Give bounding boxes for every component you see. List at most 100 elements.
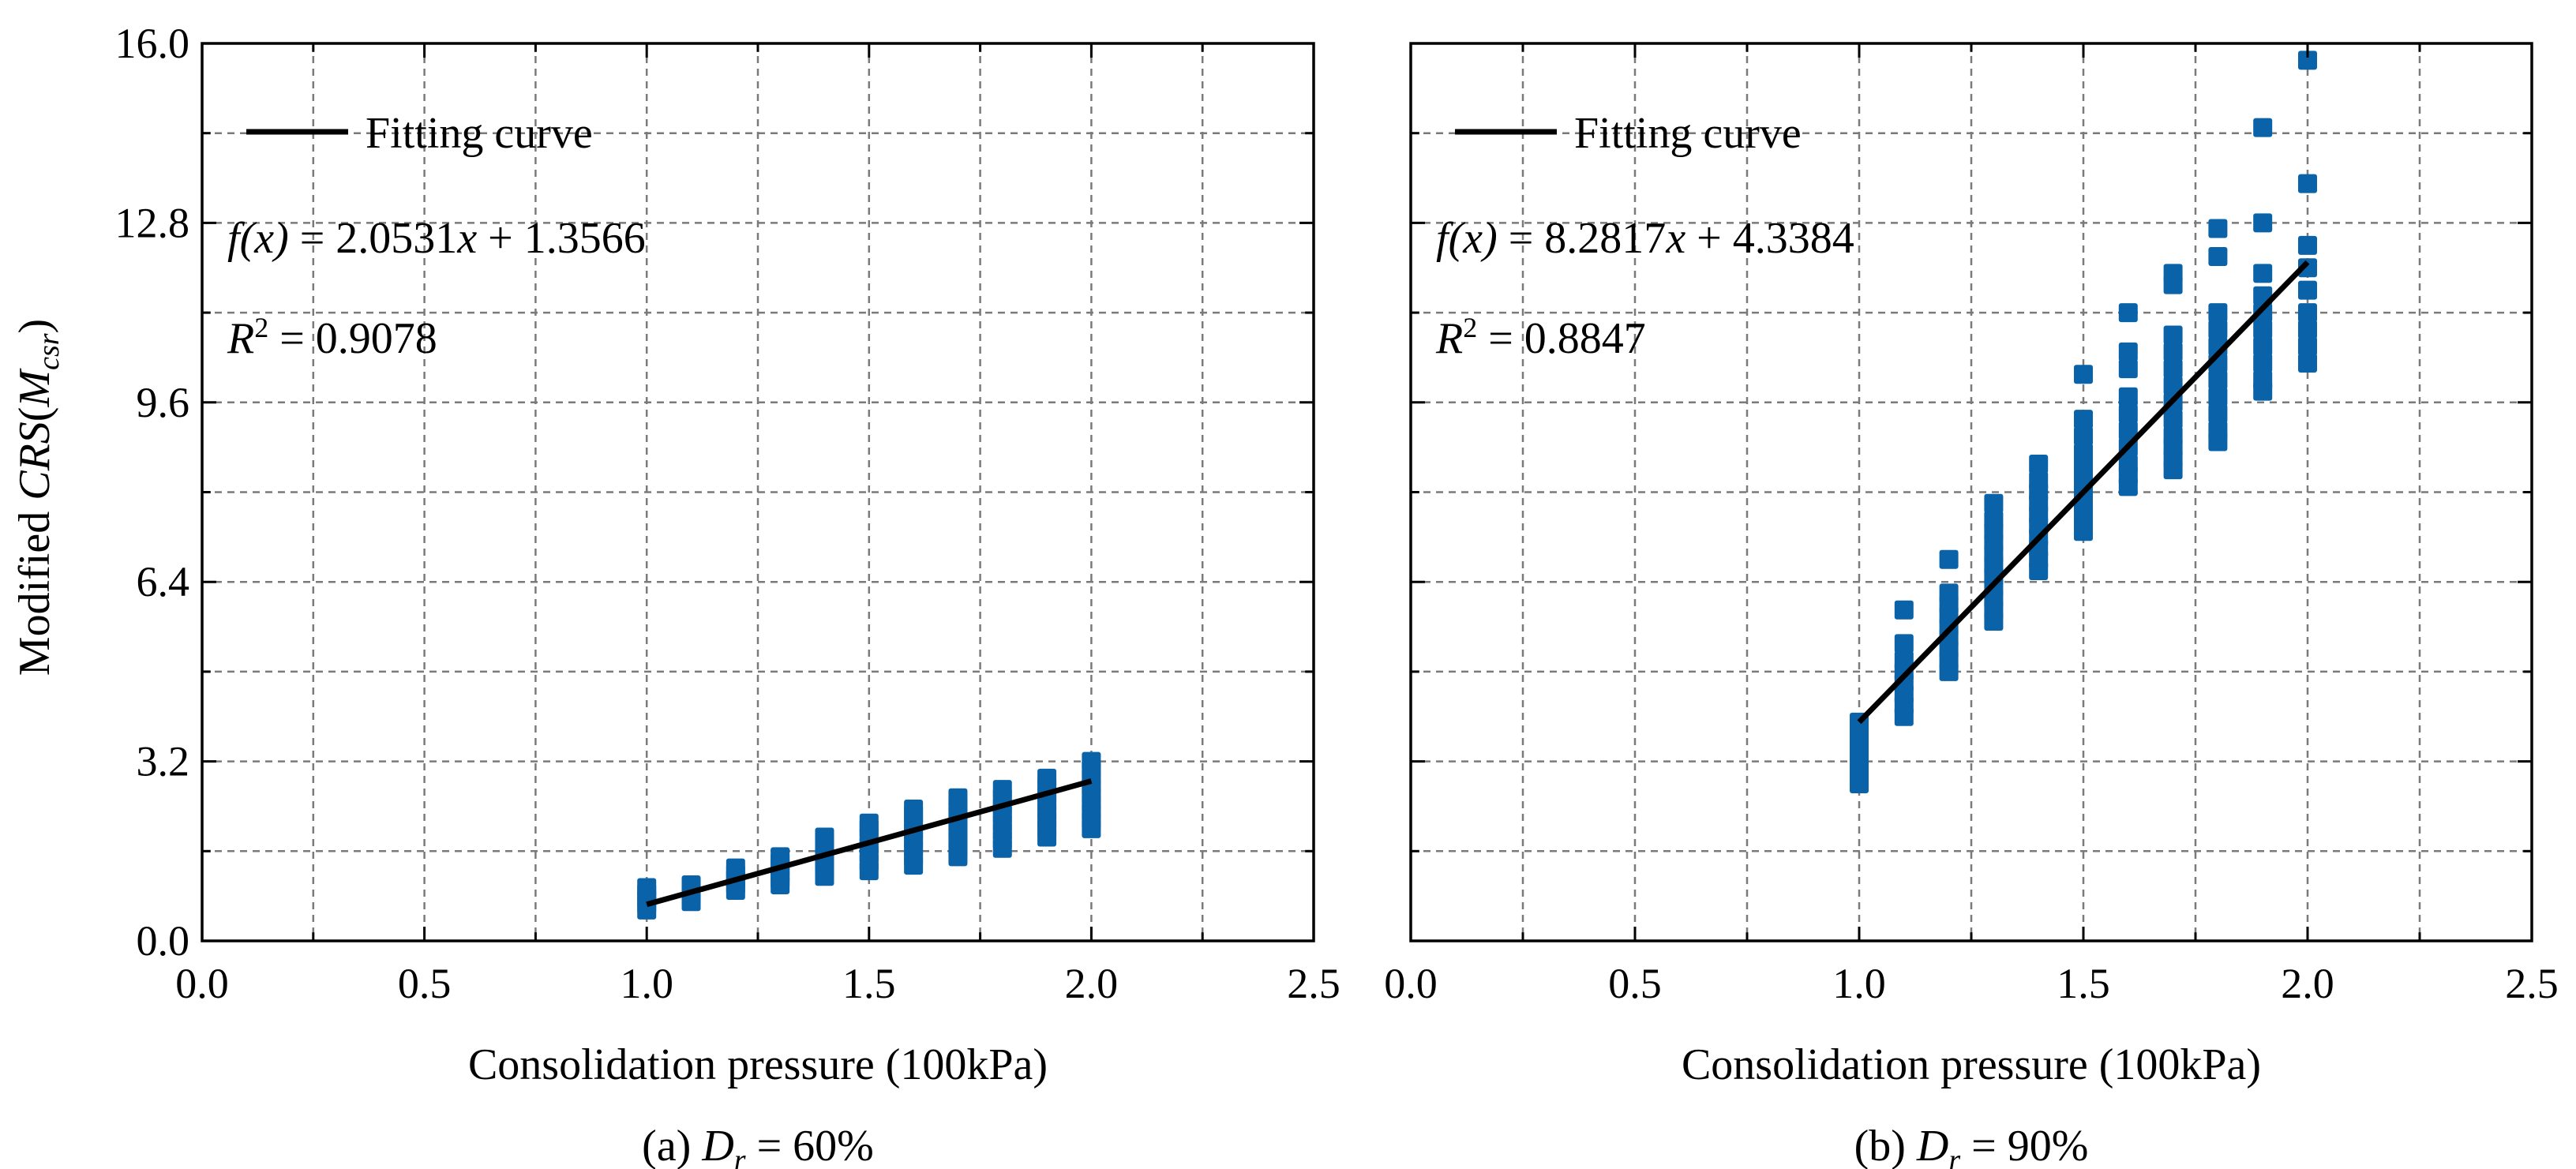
panel-a-fit: [646, 778, 1093, 908]
y-axis-title: Modified CRS(Mcsr): [10, 319, 66, 676]
panel-b-ticks: [1409, 42, 2533, 942]
panel-a-caption-var: D: [701, 1122, 733, 1169]
panel-b-data-point: [2298, 336, 2317, 356]
panel-b-grid: [1411, 43, 2532, 941]
panel-b-data-point: [2253, 213, 2273, 233]
panel-a-x-axis-title: Consolidation pressure (100kPa): [468, 1040, 1048, 1089]
panel-b-data-point: [2118, 359, 2138, 379]
panel-b-data-point: [2208, 404, 2228, 424]
panel-b-data-point: [1894, 600, 1914, 620]
panel-a-data-point: [904, 800, 924, 819]
panel-a-legend-label: Fitting curve: [366, 109, 593, 158]
panel-a-data-point: [815, 827, 834, 847]
panel-b-x-tick-label: 1.5: [2057, 960, 2110, 1007]
panel-b-data-point: [2253, 118, 2273, 137]
y-axis-title-sub: csr: [32, 333, 66, 370]
panel-b-data-point: [2163, 410, 2183, 429]
panel-b-eq-eq: = 8.2817: [1498, 214, 1667, 263]
panel-a-r-exp: 2: [254, 312, 268, 343]
panel-b-data-point: [2253, 320, 2273, 339]
panel-b-data-point: [2253, 370, 2273, 390]
panel-b-data-point: [2208, 370, 2228, 390]
panel-a-x-tick-label: 1.0: [620, 960, 673, 1007]
panel-a-r-val: = 0.9078: [268, 314, 437, 363]
panel-b-data-point: [2298, 258, 2317, 278]
panel-a-y-tick-label: 3.2: [137, 738, 190, 785]
panel-a-data-point: [771, 847, 790, 867]
panel-b-r-val: = 0.8847: [1477, 314, 1646, 363]
panel-b: 0.0 0.5 1.0 1.5 2.0 2.5 Fitting curve f(x) = …: [1384, 42, 2559, 1169]
panel-a-y-tick-label: 6.4: [137, 558, 190, 605]
panel-b-caption-var: D: [1916, 1122, 1948, 1169]
panel-a-data-point: [726, 858, 745, 878]
panel-b-data-point: [2253, 264, 2273, 283]
panel-a-caption-sub: r: [734, 1144, 746, 1169]
panel-b-data-point: [2118, 387, 2138, 407]
panel-a-y-tick-label: 9.6: [137, 379, 190, 426]
panel-b-data-point: [2074, 426, 2093, 446]
panel-b-data-point: [2208, 320, 2228, 339]
panel-b-data-point: [2163, 325, 2183, 345]
y-axis-title-paren-open: (: [10, 407, 59, 422]
panel-a-data-point: [859, 813, 879, 833]
panel-b-data-point: [2253, 303, 2273, 323]
panel-b-data-point: [1939, 549, 1959, 569]
panel-a-tick-labels: 0.0 0.5 1.0 1.5 2.0 2.5 0.0 3.2 6.4 9.6 12.8 16.0: [115, 20, 1340, 1007]
panel-b-data-point: [2298, 303, 2317, 323]
panel-a-equation: f(x) = 2.0531x + 1.3566: [227, 214, 646, 263]
panel-a-data-point: [1037, 768, 1057, 788]
panel-b-data-point: [2074, 365, 2093, 384]
panel-b-x-tick-label: 0.5: [1608, 960, 1662, 1007]
panel-b-data-point: [2163, 376, 2183, 395]
panel-b-x-tick-label: 2.5: [2505, 960, 2559, 1007]
panel-b-data-point: [2163, 342, 2183, 362]
panel-b-data-point: [2253, 336, 2273, 356]
panel-b-r-exp: 2: [1463, 312, 1477, 343]
panel-b-legend-label: Fitting curve: [1574, 109, 1802, 158]
panel-b-data-point: [2029, 471, 2049, 491]
panel-b-caption-sub: r: [1948, 1144, 1960, 1169]
panel-b-data-point: [2029, 454, 2049, 474]
panel-b-data-point: [2163, 264, 2183, 283]
panel-b-data-point: [2118, 342, 2138, 362]
panel-b-data-point: [1984, 511, 2004, 530]
panel-a-eq-eq: = 2.0531: [289, 214, 458, 263]
panel-a-r: R: [227, 314, 254, 363]
panel-a-x-tick-label: 1.5: [842, 960, 896, 1007]
panel-b-data-point: [2074, 410, 2093, 429]
panel-b-caption: (b) Dr = 90%: [1854, 1122, 2089, 1169]
panel-b-data-point: [2118, 454, 2138, 474]
panel-b-data-point: [2208, 303, 2228, 323]
panel-b-data-point: [2298, 354, 2317, 373]
panel-b-fit-line: [1857, 260, 2310, 725]
panel-b-eq-x1: (x): [1449, 214, 1498, 263]
panel-b-eq-rest: + 4.3384: [1685, 214, 1854, 263]
panel-a-x-tick-label: 0.5: [398, 960, 452, 1007]
panel-a-x-tick-label: 2.0: [1065, 960, 1119, 1007]
panel-a: 0.0 0.5 1.0 1.5 2.0 2.5 0.0 3.2 6.4 9.6 12.8 16.0 F…: [115, 20, 1340, 1169]
panel-b-data-point: [2298, 174, 2317, 193]
panel-a-caption-suffix: = 60%: [746, 1122, 874, 1169]
panel-a-eq-x2: x: [456, 214, 477, 263]
panel-b-fit: [1857, 260, 2310, 725]
panel-a-data-point: [992, 780, 1012, 800]
panel-b-data-point: [2298, 51, 2317, 70]
panel-b-tick-labels: 0.0 0.5 1.0 1.5 2.0 2.5: [1384, 960, 2559, 1007]
y-axis-title-prefix: Modified: [10, 500, 59, 676]
panel-b-caption-prefix: (b): [1854, 1122, 1917, 1169]
panel-b-data-point: [2208, 219, 2228, 238]
panel-b-data-point: [1894, 650, 1914, 670]
panel-b-data-point: [2118, 421, 2138, 440]
panel-b-data-point: [2118, 303, 2138, 323]
panel-b-data-point: [2163, 359, 2183, 379]
panel-a-ticks: [201, 42, 1315, 942]
panel-b-points: [1850, 51, 2317, 794]
panel-b-data-point: [1984, 493, 2004, 513]
y-axis-title-sym: M: [10, 368, 59, 408]
panel-b-x-tick-label: 2.0: [2281, 960, 2334, 1007]
panel-b-r: R: [1435, 314, 1463, 363]
panel-a-caption: (a) Dr = 60%: [642, 1122, 874, 1169]
panel-a-y-tick-label: 16.0: [115, 20, 190, 67]
panel-a-r-squared: R2 = 0.9078: [227, 312, 437, 363]
